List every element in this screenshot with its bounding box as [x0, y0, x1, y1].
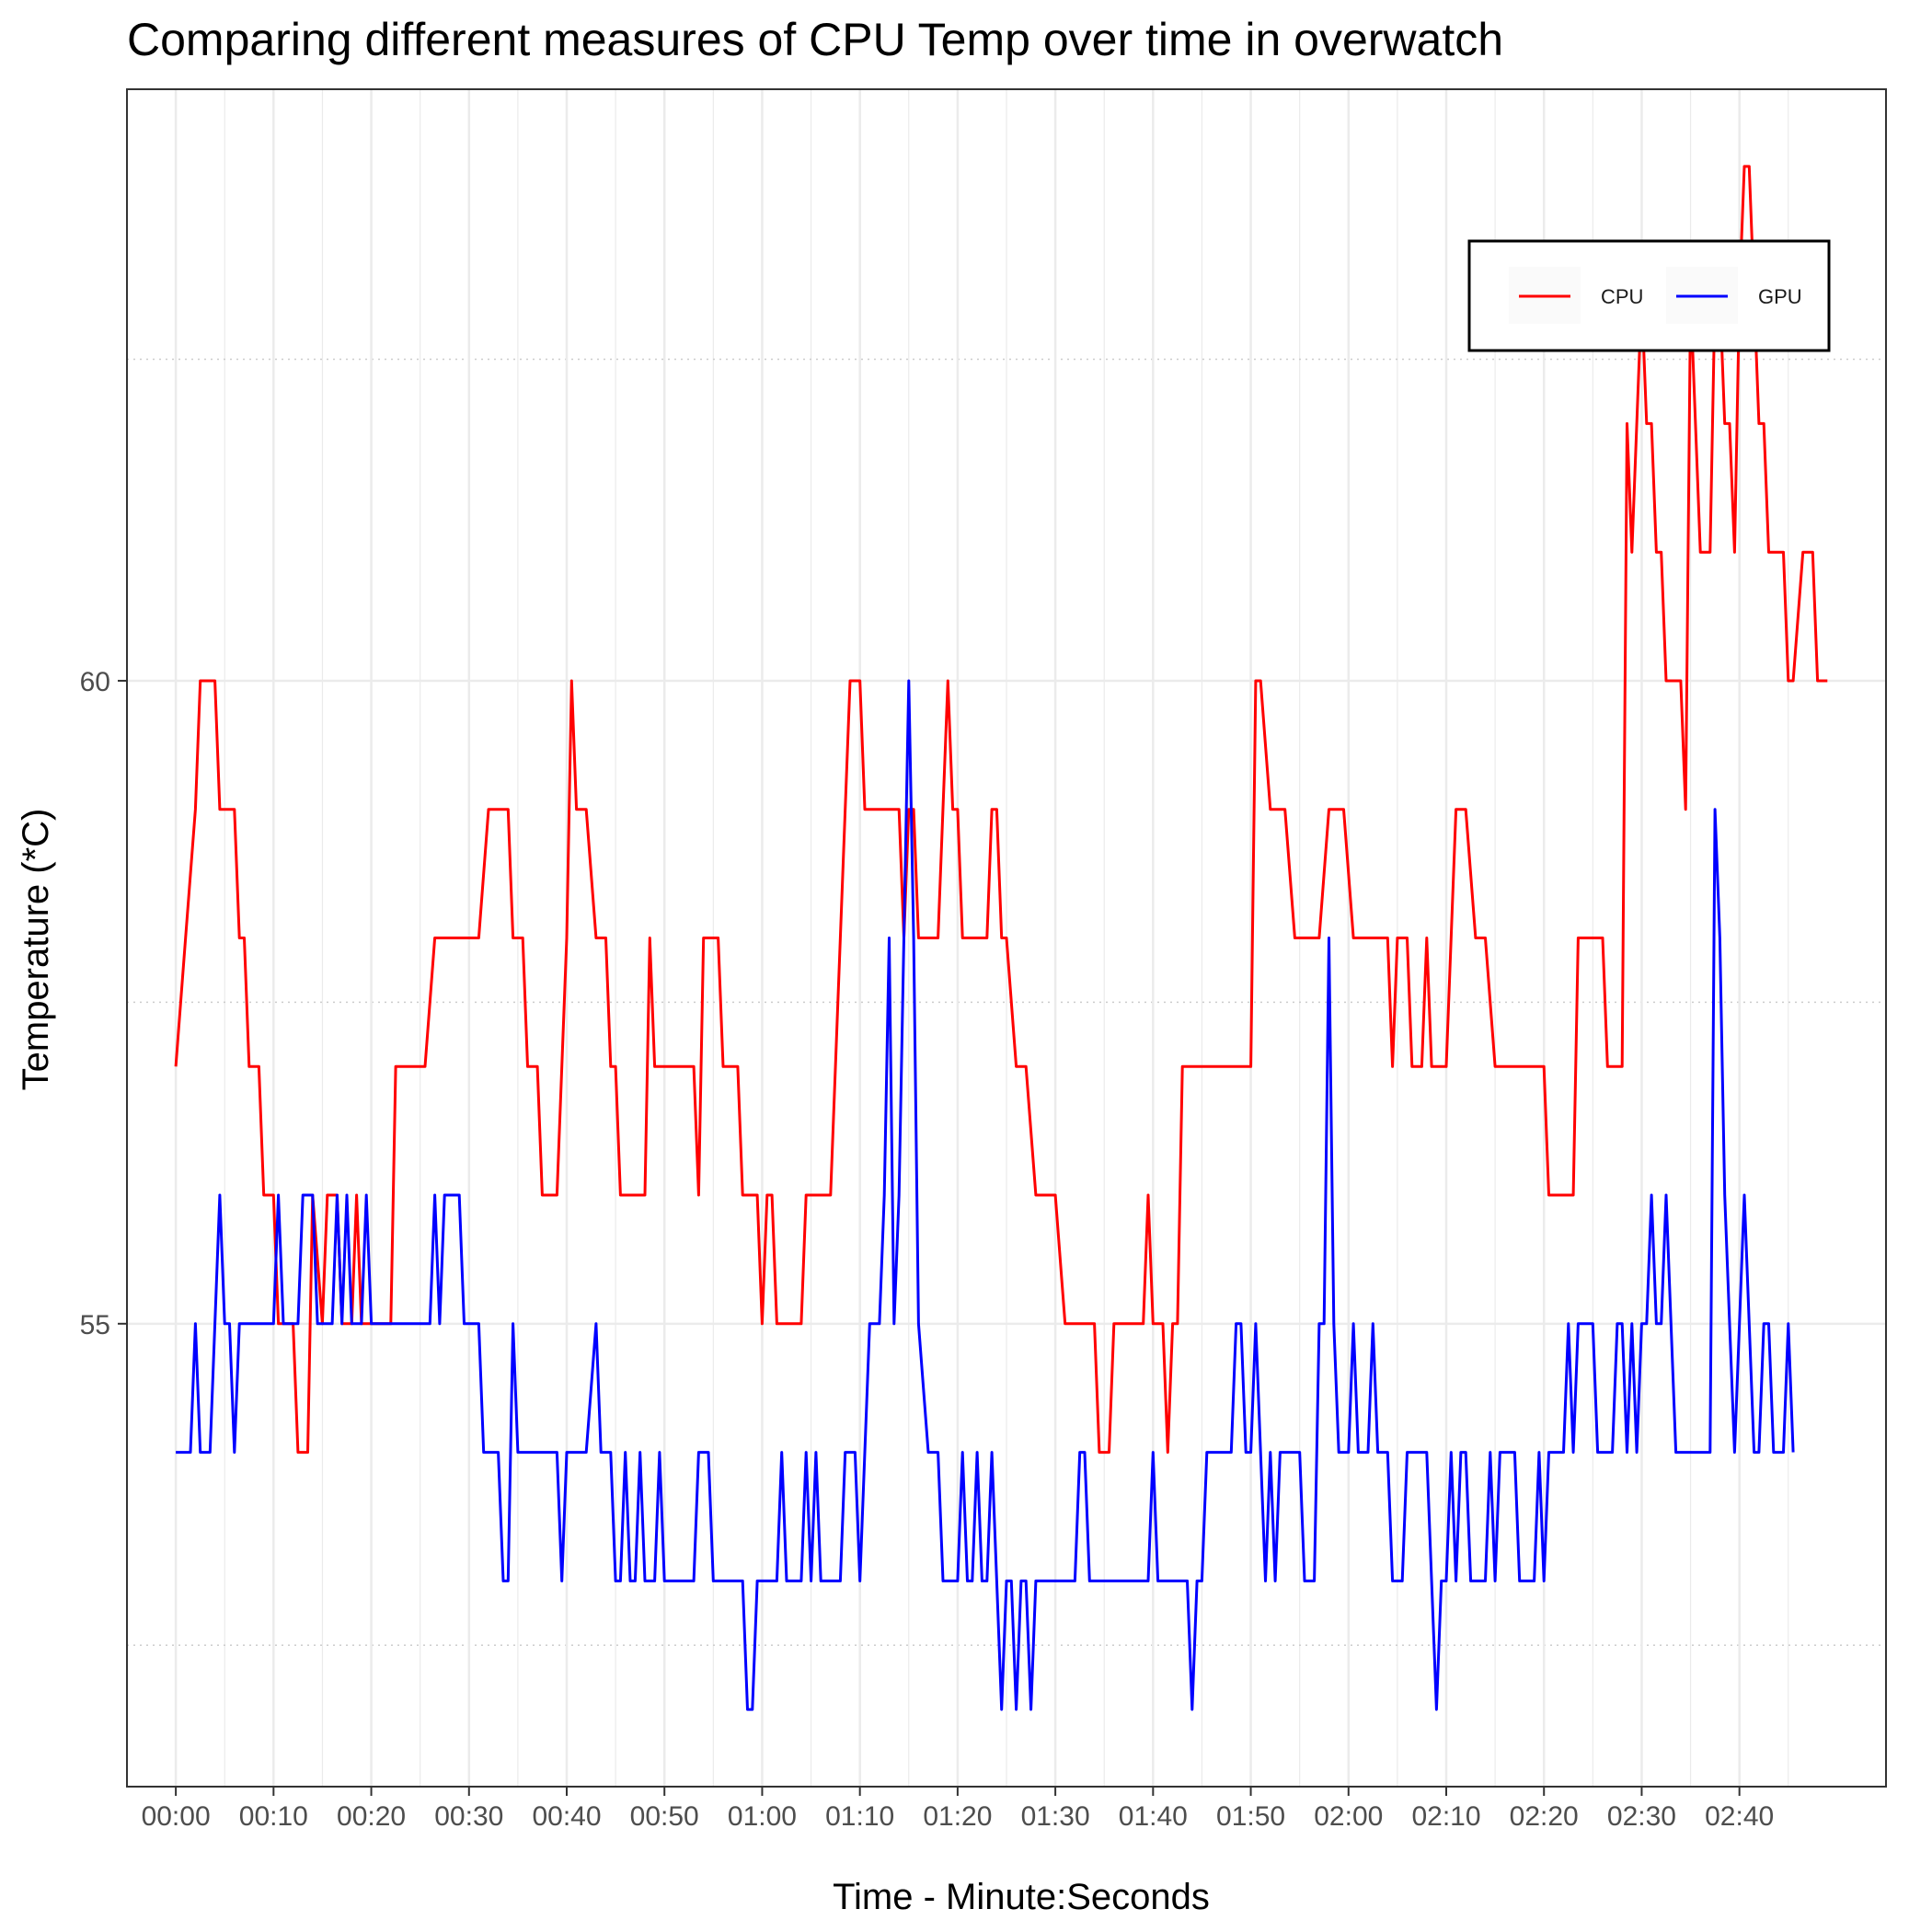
x-tick-label: 02:10	[1411, 1801, 1480, 1832]
x-tick-label: 02:40	[1705, 1801, 1774, 1832]
x-tick-label: 01:50	[1216, 1801, 1285, 1832]
plot-border	[126, 88, 1887, 1788]
major-gridlines	[127, 89, 1886, 1787]
series-layer	[174, 165, 1828, 1711]
y-axis-title: Temperature (*C)	[16, 809, 56, 1091]
x-tick-label: 00:00	[142, 1801, 211, 1832]
chart-title: Comparing different measures of CPU Temp…	[127, 14, 1503, 65]
legend: CPU GPU	[1467, 239, 1831, 352]
legend-label-gpu: GPU	[1758, 285, 1802, 308]
series-line-gpu	[176, 679, 1795, 1711]
x-tick-label: 01:40	[1119, 1801, 1188, 1832]
x-tick-label: 00:40	[532, 1801, 601, 1832]
x-tick-label: 02:00	[1314, 1801, 1383, 1832]
x-tick-label: 01:10	[825, 1801, 894, 1832]
y-tick-label: 60	[80, 667, 110, 697]
legend-label-cpu: CPU	[1601, 285, 1643, 308]
x-tick-label: 00:10	[239, 1801, 308, 1832]
y-tick-label: 55	[80, 1310, 110, 1340]
x-tick-label: 02:20	[1510, 1801, 1579, 1832]
x-tick-label: 01:00	[728, 1801, 797, 1832]
x-tick-label: 02:30	[1607, 1801, 1676, 1832]
x-tick-label: 00:30	[434, 1801, 503, 1832]
x-axis-title: Time - Minute:Seconds	[833, 1877, 1210, 1917]
series-line-cpu	[174, 165, 1828, 1455]
x-tick-label: 00:20	[337, 1801, 406, 1832]
x-tick-label: 00:50	[630, 1801, 699, 1832]
x-tick-label: 01:20	[923, 1801, 992, 1832]
y-axis: 55 60	[80, 667, 127, 1340]
x-axis: 00:00 00:10 00:20 00:30 00:40 00:50 01:00 01:10…	[142, 1787, 1774, 1832]
x-tick-label: 01:30	[1021, 1801, 1090, 1832]
